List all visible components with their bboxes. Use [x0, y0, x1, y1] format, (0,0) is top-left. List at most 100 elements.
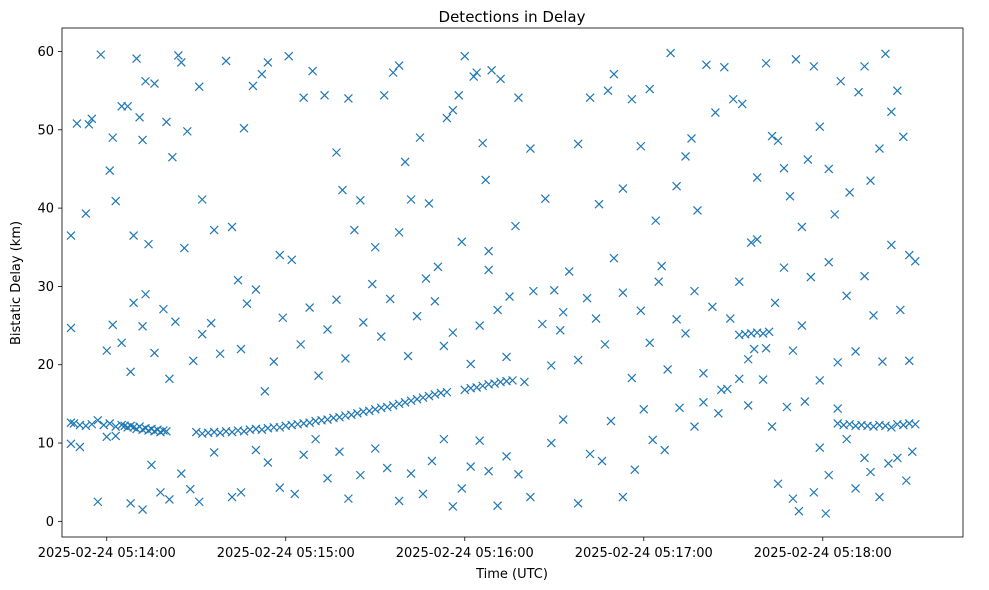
data-point — [227, 492, 237, 502]
data-point — [886, 107, 896, 117]
data-point — [129, 231, 139, 240]
data-point — [206, 318, 216, 328]
data-point — [105, 419, 115, 428]
data-point — [824, 257, 834, 267]
data-point — [767, 422, 777, 432]
data-point — [227, 427, 237, 437]
data-point — [549, 285, 559, 295]
data-point — [364, 406, 374, 416]
data-point — [370, 444, 380, 453]
data-point — [860, 453, 869, 463]
data-point — [430, 390, 440, 399]
y-tick-label: 0 — [46, 515, 54, 530]
data-point — [457, 484, 467, 493]
data-point — [734, 374, 744, 384]
data-point — [699, 397, 708, 407]
x-tick-label: 2025-02-24 05:18:00 — [754, 546, 892, 561]
data-point — [824, 470, 834, 480]
data-point — [84, 119, 94, 129]
data-point — [126, 498, 136, 508]
data-point — [860, 61, 869, 71]
data-point — [454, 90, 464, 100]
data-point — [332, 295, 341, 305]
data-point — [111, 196, 121, 206]
data-point — [150, 348, 159, 358]
data-point — [141, 289, 150, 299]
data-point — [606, 416, 616, 426]
data-point — [713, 408, 723, 418]
data-point — [126, 367, 136, 377]
data-point — [263, 458, 273, 468]
data-point — [69, 419, 79, 428]
data-point — [406, 195, 416, 204]
data-point — [108, 133, 118, 143]
data-point — [693, 206, 702, 215]
data-point — [797, 222, 807, 232]
data-point — [424, 198, 434, 208]
data-point — [236, 344, 246, 354]
data-point — [469, 72, 479, 81]
data-point — [540, 194, 550, 204]
y-tick-label: 60 — [37, 45, 54, 60]
data-point — [493, 305, 503, 315]
data-point — [886, 422, 896, 432]
data-point — [466, 462, 476, 471]
data-point — [141, 76, 150, 86]
data-point — [460, 51, 470, 61]
data-point — [382, 402, 392, 412]
data-point — [66, 418, 76, 428]
data-point — [815, 122, 825, 132]
data-point — [239, 123, 249, 133]
data-point — [406, 396, 416, 406]
data-point — [797, 321, 807, 330]
data-point — [585, 449, 595, 459]
data-point — [496, 74, 505, 84]
y-tick-label: 10 — [37, 437, 54, 452]
data-point — [746, 238, 756, 247]
data-point — [657, 261, 667, 271]
data-point — [233, 275, 243, 285]
data-point — [406, 469, 416, 478]
data-point — [639, 404, 649, 414]
data-point — [710, 108, 720, 117]
data-point — [821, 509, 831, 518]
data-point — [528, 286, 538, 296]
data-point — [251, 285, 261, 294]
data-point — [743, 354, 753, 364]
data-point — [349, 225, 359, 235]
data-point — [800, 397, 810, 406]
data-point — [505, 292, 514, 302]
data-point — [260, 386, 270, 396]
data-point — [311, 434, 321, 444]
data-point — [191, 427, 201, 437]
data-point — [433, 262, 443, 272]
data-point — [883, 458, 893, 468]
data-point — [314, 371, 324, 381]
data-point — [159, 304, 168, 314]
y-axis-ticks: 0 10 20 30 40 50 60 — [37, 45, 62, 530]
data-point — [627, 373, 637, 383]
data-point — [394, 496, 404, 506]
data-point — [394, 61, 404, 71]
data-point — [618, 184, 628, 193]
data-point — [851, 484, 861, 493]
data-point — [415, 133, 425, 143]
data-point — [96, 50, 106, 60]
data-point — [725, 314, 735, 323]
data-points — [66, 48, 920, 518]
data-point — [875, 492, 884, 502]
data-point — [343, 494, 353, 504]
data-point — [809, 487, 819, 497]
y-tick-label: 40 — [37, 202, 54, 217]
data-point — [558, 415, 568, 424]
data-point — [630, 465, 640, 475]
data-point — [164, 494, 174, 504]
data-point — [355, 195, 365, 205]
data-point — [881, 49, 890, 59]
data-point — [636, 306, 646, 316]
data-point — [287, 255, 297, 265]
data-point — [323, 325, 332, 334]
data-point — [773, 479, 783, 489]
data-point — [722, 384, 732, 394]
